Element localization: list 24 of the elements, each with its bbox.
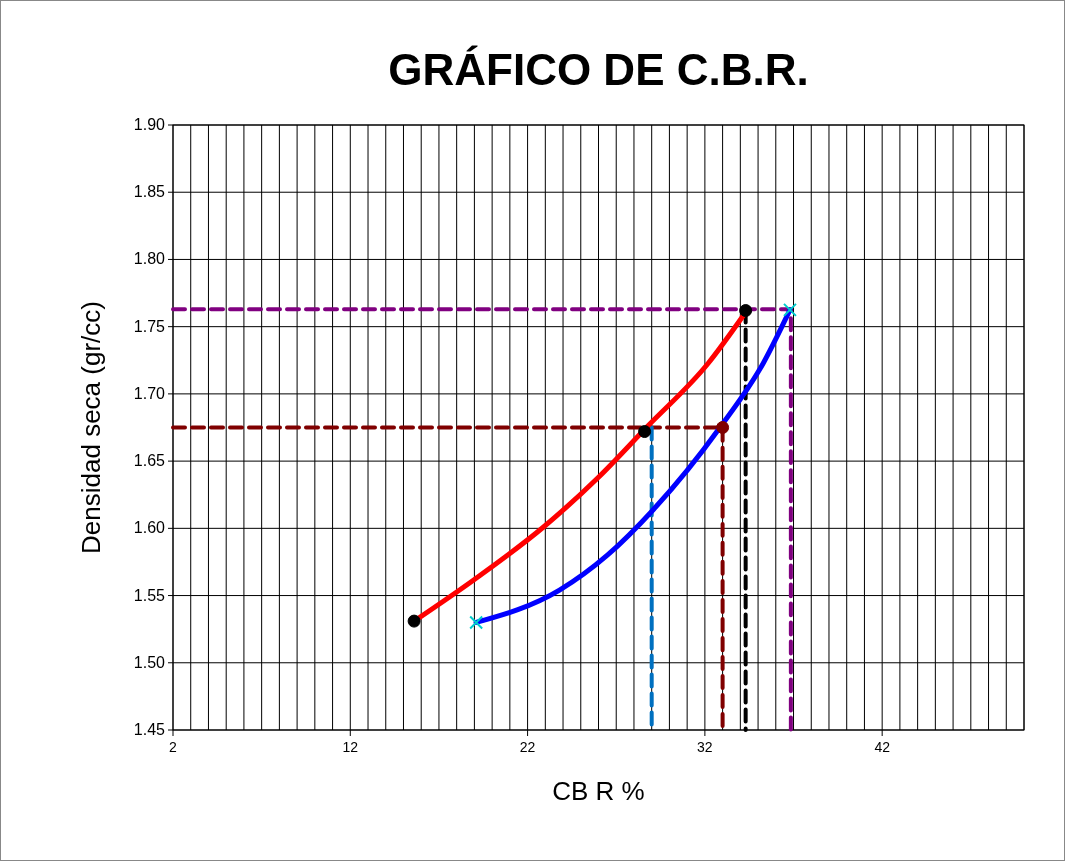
point bbox=[407, 614, 421, 628]
y-tick-label: 1.55 bbox=[133, 586, 166, 604]
x-tick-label: 2 bbox=[169, 739, 178, 755]
chart-title: GRÁFICO DE C.B.R. bbox=[388, 45, 809, 94]
point bbox=[638, 425, 652, 439]
y-tick-label: 1.75 bbox=[133, 317, 166, 335]
y-tick-label: 1.90 bbox=[133, 116, 166, 133]
x-axis-title: CB R % bbox=[552, 776, 645, 806]
x-tick-label: 42 bbox=[874, 739, 891, 755]
point bbox=[782, 302, 797, 317]
y-tick-label: 1.70 bbox=[133, 384, 166, 402]
y-tick-label: 1.80 bbox=[133, 250, 166, 268]
point bbox=[716, 421, 730, 434]
x-tick-label: 22 bbox=[519, 739, 536, 755]
point bbox=[739, 304, 753, 318]
point bbox=[469, 615, 484, 630]
y-tick-label: 1.45 bbox=[133, 721, 166, 738]
y-tick-label: 1.85 bbox=[133, 183, 166, 201]
x-tick-label: 32 bbox=[697, 739, 713, 755]
y-tick-label: 1.60 bbox=[133, 519, 166, 537]
y-tick-label: 1.65 bbox=[133, 452, 166, 470]
y-axis-title: Densidad seca (gr/cc) bbox=[76, 301, 106, 554]
y-tick-label: 1.50 bbox=[133, 653, 166, 671]
x-tick-label: 12 bbox=[342, 739, 359, 755]
